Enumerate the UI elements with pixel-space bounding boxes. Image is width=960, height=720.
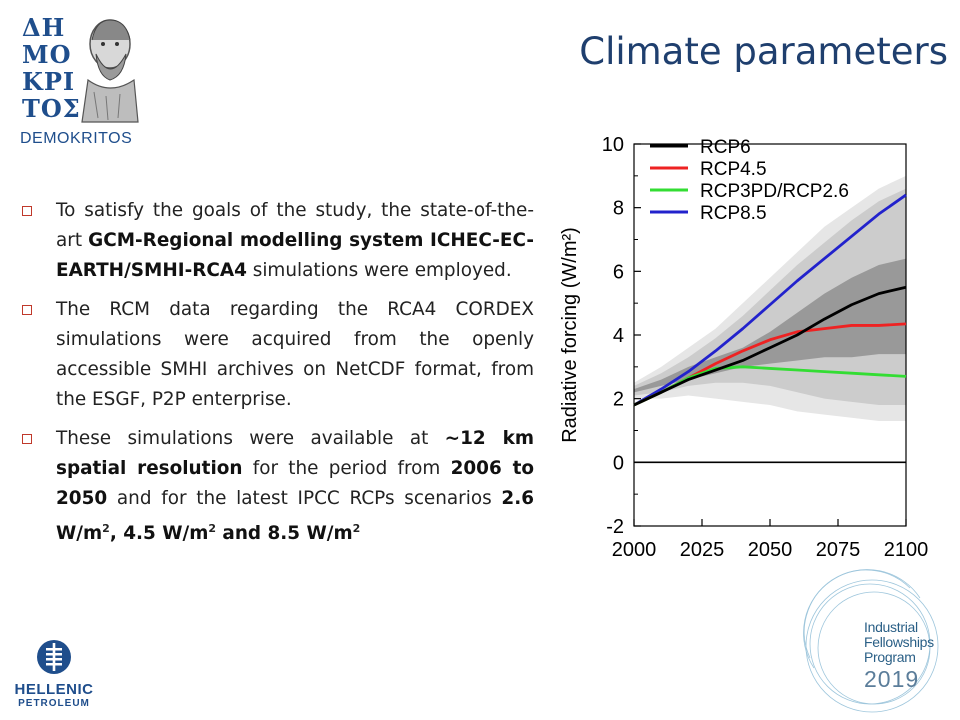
- bullet-bold-text: 2: [208, 522, 217, 535]
- x-tick-label: 2100: [884, 539, 929, 561]
- bullet-text: These simulations were available at ~12 …: [56, 424, 534, 549]
- hellenic-petroleum-name: HELLENIC: [14, 681, 94, 698]
- bullet-bold-text: 2: [352, 522, 361, 535]
- x-tick-label: 2050: [748, 539, 793, 561]
- bullet-bold-text: 2006 to 2050: [56, 458, 534, 509]
- bullet-bold-text: and 8.5 W/m: [216, 523, 353, 545]
- legend-label: RCP4.5: [700, 159, 767, 180]
- demokritos-logo-name: DEMOKRITOS: [20, 130, 133, 147]
- x-tick-label: 2025: [680, 539, 725, 561]
- series-lines: [633, 193, 907, 407]
- y-tick-label: 6: [613, 261, 624, 283]
- legend-label: RCP6: [700, 137, 751, 158]
- y-tick-label: 10: [602, 134, 624, 156]
- y-tick-label: 8: [613, 198, 624, 220]
- hellenic-petroleum-emblem-icon: [37, 640, 71, 674]
- hellenic-petroleum-logo: HELLENIC PETROLEUM: [6, 636, 102, 716]
- bullet-list: To satisfy the goals of the study, the s…: [22, 196, 534, 558]
- bullet-text: To satisfy the goals of the study, the s…: [56, 196, 534, 286]
- industrial-fellowships-logo: Industrial Fellowships Program 2019: [790, 568, 956, 718]
- bullet-marker-icon: [22, 305, 32, 315]
- bullet-bold-text: 2.6 W/m: [56, 488, 534, 545]
- bullet-bold-text: ~12 km spatial resolution: [56, 428, 534, 479]
- slide-title: Climate parameters: [579, 30, 948, 73]
- series-line-rcp6: [633, 285, 907, 407]
- bullet-marker-icon: [22, 434, 32, 444]
- y-axis-label: Radiative forcing (W/m²): [559, 227, 581, 443]
- hellenic-petroleum-subname: PETROLEUM: [18, 698, 90, 709]
- bullet-item: These simulations were available at ~12 …: [22, 424, 534, 549]
- demokritos-logo: ΔΗ ΜΟ ΚΡΙ ΤΟΣ DEMOKRITOS: [14, 12, 146, 152]
- ifp-name: Industrial Fellowships Program: [864, 619, 934, 665]
- ifp-year: 2019: [864, 666, 920, 692]
- bullet-text: The RCM data regarding the RCA4 CORDEX s…: [56, 295, 534, 415]
- bullet-text-segment: and for the latest IPCC RCPs scenarios: [107, 488, 502, 509]
- legend-label: RCP8.5: [700, 203, 767, 224]
- y-tick-label: 2: [613, 389, 624, 411]
- x-tick-label: 2000: [612, 539, 657, 561]
- bullet-item: To satisfy the goals of the study, the s…: [22, 196, 534, 286]
- x-tick-label: 2075: [816, 539, 861, 561]
- bullet-text-segment: for the period from: [242, 458, 451, 479]
- y-tick-label: 0: [613, 452, 624, 474]
- chart-axes: -2 0 2 4 6 8 10 2000 2025 2050 2075 2100 Radiative f…: [559, 134, 929, 561]
- y-tick-label: -2: [606, 516, 624, 538]
- bullet-bold-text: GCM-Regional modelling system ICHEC-EC-E…: [56, 230, 535, 281]
- bullet-bold-text: , 4.5 W/m: [109, 523, 209, 545]
- ifp-circle-lines-icon: [803, 569, 939, 713]
- legend-label: RCP3PD/RCP2.6: [700, 181, 849, 202]
- democritus-bust-icon: [81, 19, 139, 123]
- demokritos-logo-mark: ΔΗ ΜΟ ΚΡΙ ΤΟΣ: [22, 13, 81, 123]
- series-line-rcp8-5: [633, 193, 907, 407]
- y-tick-label: 4: [613, 325, 624, 347]
- bullet-text-segment: These simulations were available at: [56, 428, 445, 449]
- bullet-text-segment: The RCM data regarding the RCA4 CORDEX s…: [56, 299, 534, 410]
- uncertainty-band-3: [634, 258, 906, 393]
- bullet-text-segment: To satisfy the goals of the study, the s…: [56, 200, 534, 251]
- bullet-text-segment: simulations were employed.: [246, 260, 512, 281]
- bullet-marker-icon: [22, 206, 32, 216]
- radiative-forcing-chart: -2 0 2 4 6 8 10 2000 2025 2050 2075 2100 Radiative f…: [559, 134, 929, 561]
- bullet-bold-text: 2: [102, 522, 110, 535]
- bullet-item: The RCM data regarding the RCA4 CORDEX s…: [22, 295, 534, 415]
